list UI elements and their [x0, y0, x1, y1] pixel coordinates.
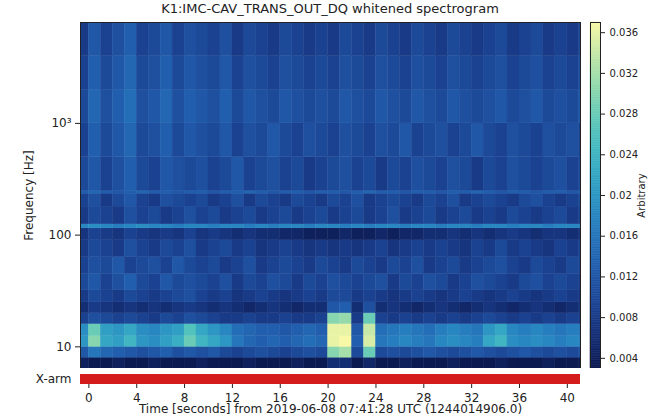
svg-text:8: 8 [180, 391, 189, 405]
svg-text:32: 32 [464, 391, 480, 405]
svg-text:20: 20 [320, 391, 336, 405]
svg-text:28: 28 [416, 391, 432, 405]
svg-text:X-arm: X-arm [36, 372, 72, 386]
svg-text:0.024: 0.024 [610, 149, 639, 160]
svg-text:16: 16 [272, 391, 288, 405]
html-text:K1:IMC-CAV_TRANS_OUT_DQ whiten: K1:IMC-CAV_TRANS_OUT_DQ whitened spectro… [161, 1, 499, 16]
svg-text:0.016: 0.016 [610, 230, 639, 241]
svg-text:12: 12 [224, 391, 241, 405]
svg-text:0: 0 [85, 391, 93, 405]
svg-text:0.008: 0.008 [610, 312, 639, 323]
svg-text:0.012: 0.012 [610, 271, 639, 282]
svg-text:24: 24 [368, 391, 384, 405]
svg-text:Frequency [Hz]: Frequency [Hz] [22, 150, 36, 241]
svg-text:Arbitrary: Arbitrary [636, 173, 647, 217]
svg-text:100: 100 [49, 228, 72, 242]
svg-text:0.028: 0.028 [610, 108, 639, 119]
svg-text:Time [seconds] from 2019-06-08: Time [seconds] from 2019-06-08 07:41:28 … [138, 402, 522, 415]
svg-text:10³: 10³ [51, 116, 71, 130]
svg-text:36: 36 [511, 391, 528, 405]
svg-text:4: 4 [132, 391, 141, 405]
svg-text:0.036: 0.036 [610, 27, 639, 38]
svg-text:0.02: 0.02 [610, 190, 632, 201]
svg-text:0.004: 0.004 [610, 353, 639, 364]
svg-text:0.032: 0.032 [610, 68, 639, 79]
svg-text:10: 10 [56, 340, 71, 354]
svg-text:40: 40 [560, 391, 575, 405]
